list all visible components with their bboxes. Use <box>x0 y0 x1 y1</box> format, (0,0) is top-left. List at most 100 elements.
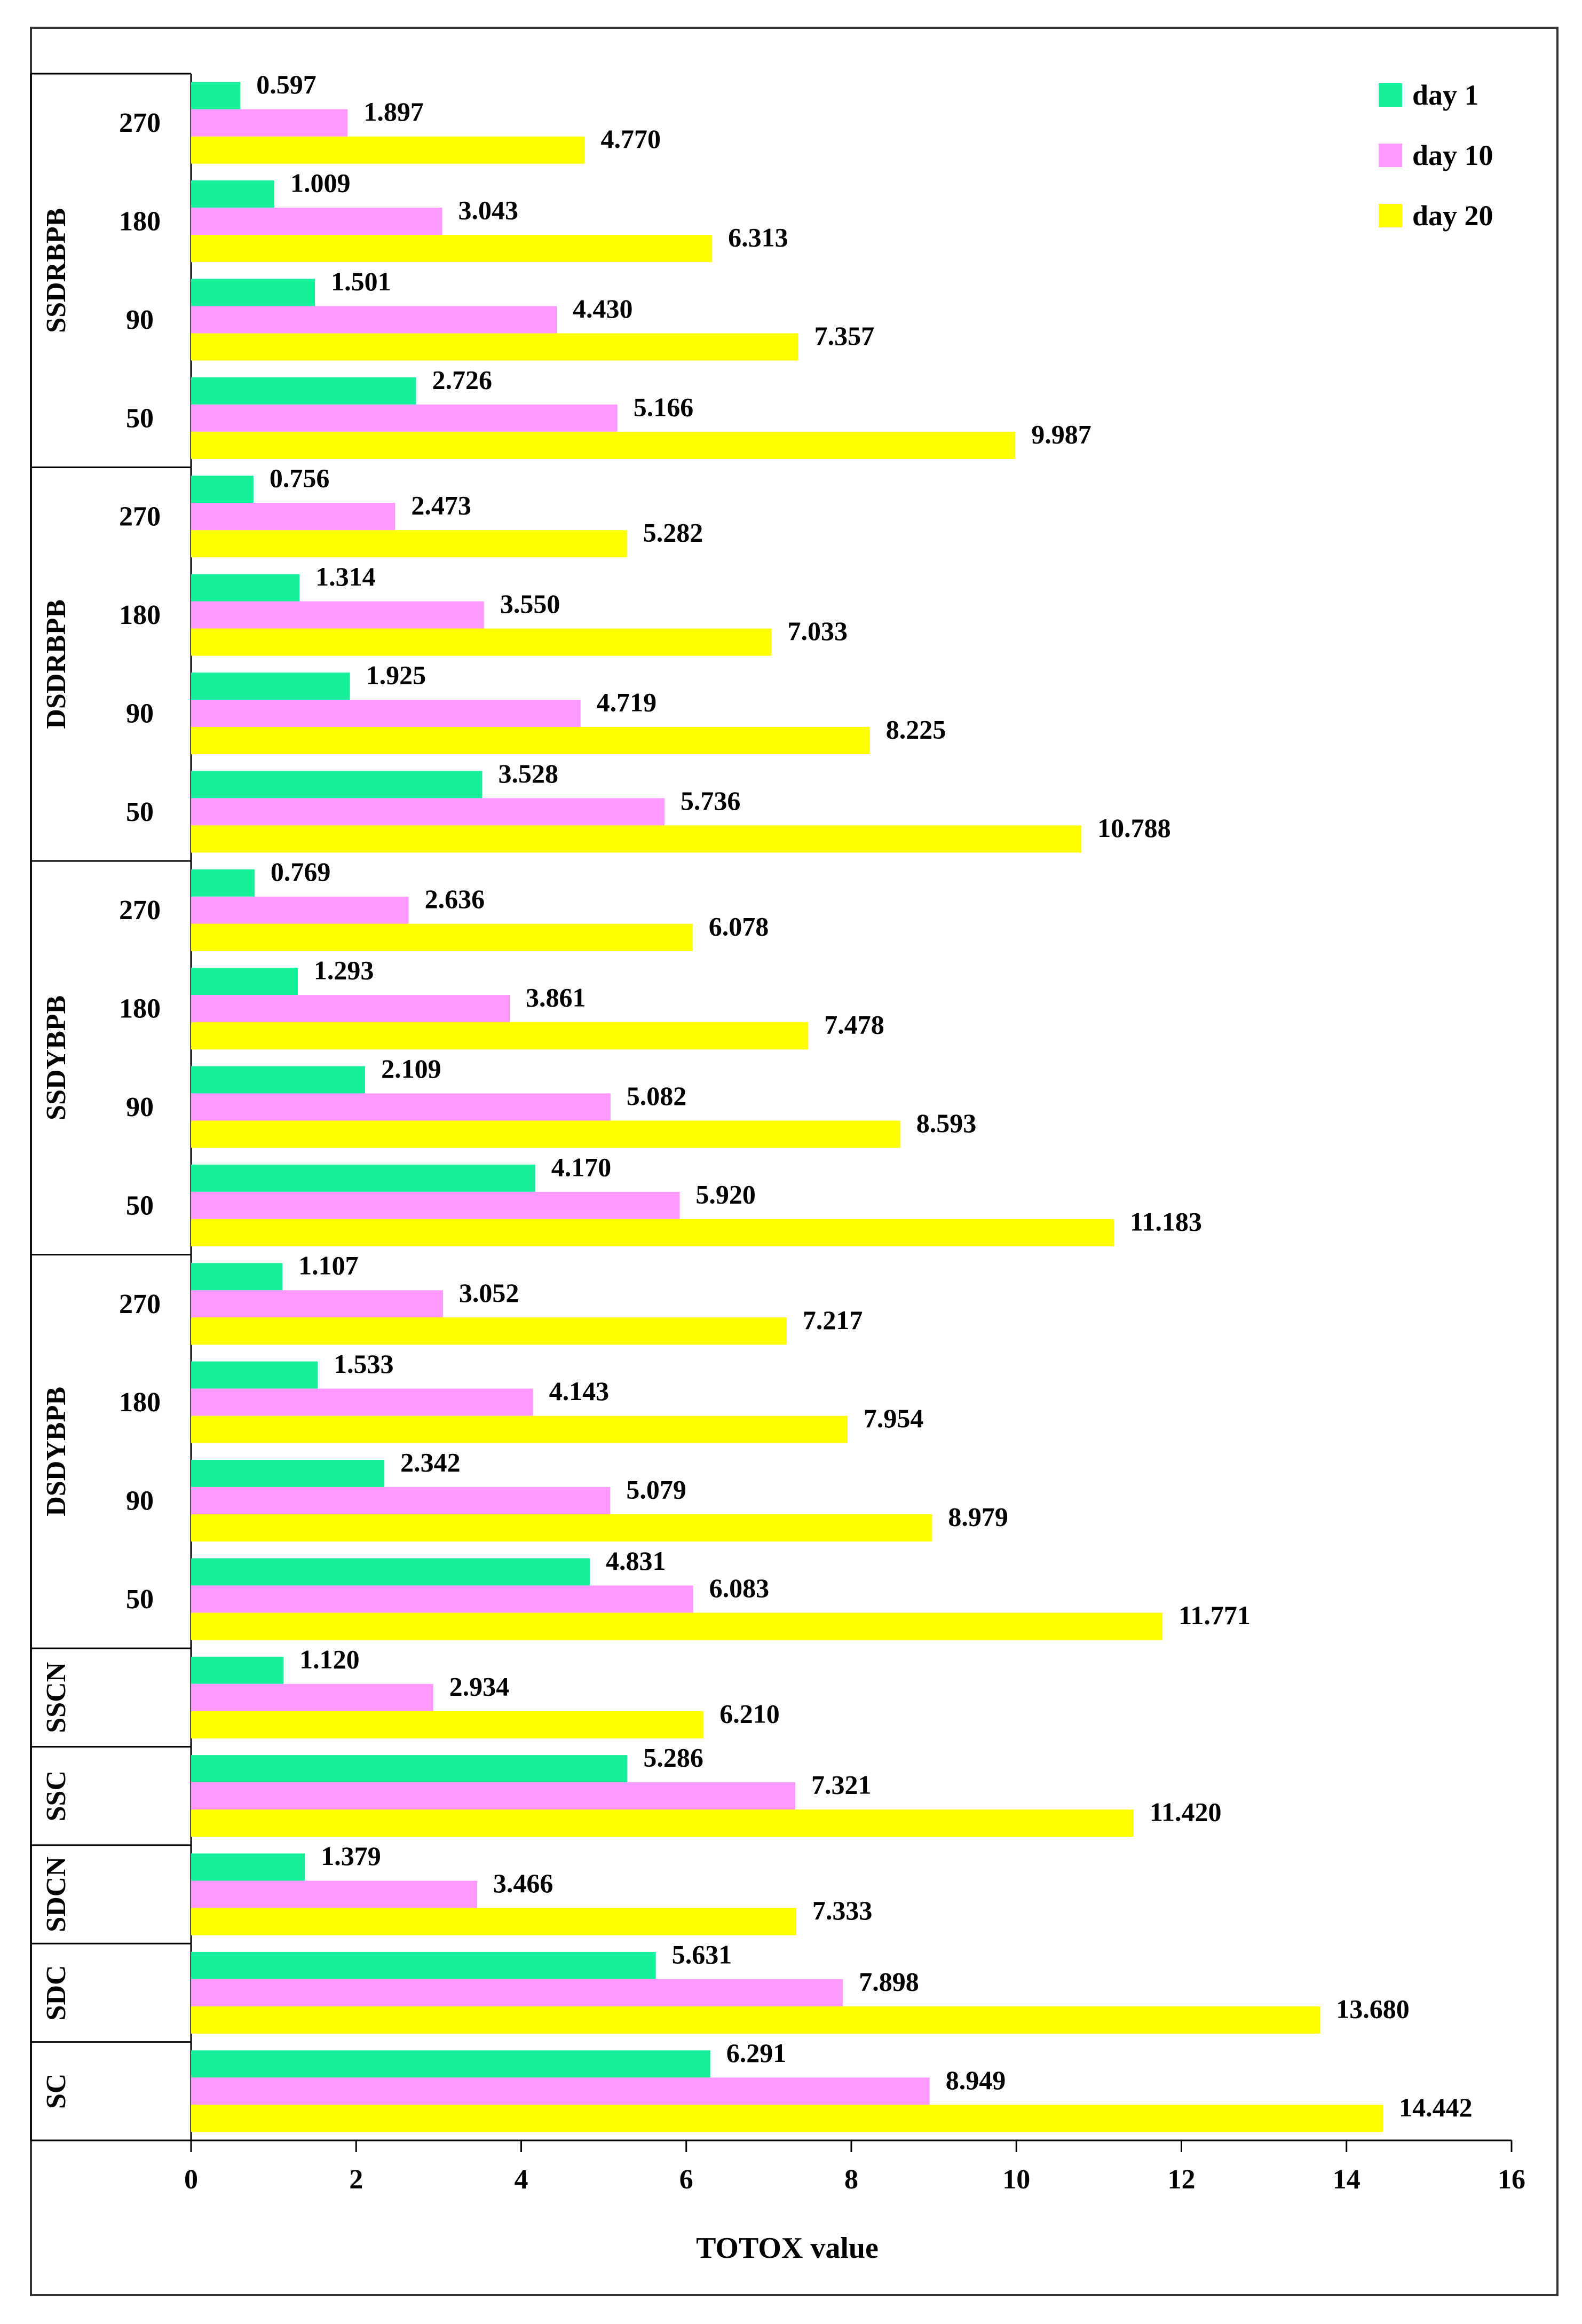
value-label: 11.420 <box>1150 1797 1222 1827</box>
value-label: 7.321 <box>811 1770 872 1800</box>
bar-sdcn-day10 <box>191 1880 477 1908</box>
value-label: 5.082 <box>627 1081 687 1111</box>
group-label: DSDRBPB <box>41 599 72 729</box>
bar-ssdrbpb-90-day1 <box>191 279 315 306</box>
value-label: 13.680 <box>1336 1994 1410 2023</box>
value-label: 1.533 <box>334 1349 394 1379</box>
value-label: 3.528 <box>499 758 559 788</box>
row-label: 270 <box>119 502 161 532</box>
value-label: 7.954 <box>864 1403 924 1433</box>
value-label: 8.979 <box>948 1502 1008 1532</box>
x-tick-label: 4 <box>515 2164 528 2195</box>
value-label: 4.719 <box>597 687 657 717</box>
value-label: 14.442 <box>1399 2092 1473 2122</box>
bar-dsdrbpb-50-day20 <box>191 825 1082 853</box>
bar-ssdrbpb-50-day1 <box>191 377 416 405</box>
row-label: 90 <box>126 698 154 729</box>
value-label: 6.083 <box>709 1573 770 1603</box>
bar-dsdrbpb-270-day10 <box>191 503 396 531</box>
x-tick-label: 10 <box>1002 2164 1030 2195</box>
value-label: 5.282 <box>643 518 703 548</box>
legend-label: day 1 <box>1412 79 1479 111</box>
value-label: 1.120 <box>299 1644 360 1674</box>
bar-dsdybpb-270-day20 <box>191 1317 787 1345</box>
x-tick-label: 0 <box>184 2164 198 2195</box>
value-label: 1.107 <box>298 1251 359 1280</box>
group-label: DSDYBPB <box>41 1387 72 1516</box>
legend-label: day 20 <box>1412 200 1493 232</box>
bar-dsdybpb-270-day1 <box>191 1263 283 1291</box>
bar-ssc-day10 <box>191 1782 796 1810</box>
value-label: 2.636 <box>425 884 485 914</box>
bar-dsdrbpb-180-day20 <box>191 628 772 656</box>
bar-dsdybpb-50-day1 <box>191 1558 590 1586</box>
value-label: 1.293 <box>314 955 374 985</box>
x-tick-label: 8 <box>844 2164 858 2195</box>
value-label: 8.593 <box>916 1108 977 1138</box>
value-label: 8.949 <box>946 2065 1006 2095</box>
value-label: 4.170 <box>551 1152 612 1182</box>
bar-ssdrbpb-50-day20 <box>191 431 1016 459</box>
bar-dsdrbpb-50-day1 <box>191 771 482 799</box>
value-label: 7.478 <box>824 1010 884 1040</box>
value-label: 2.934 <box>449 1671 510 1701</box>
bar-dsdrbpb-180-day10 <box>191 601 484 629</box>
bar-dsdybpb-50-day10 <box>191 1585 693 1613</box>
bar-ssdrbpb-90-day20 <box>191 333 798 361</box>
bar-dsdybpb-180-day20 <box>191 1416 848 1443</box>
bar-sdc-day20 <box>191 2006 1320 2034</box>
value-label: 3.052 <box>459 1278 519 1308</box>
value-label: 7.898 <box>859 1966 919 1996</box>
bar-dsdybpb-50-day20 <box>191 1612 1163 1640</box>
bar-dsdybpb-90-day10 <box>191 1487 611 1515</box>
value-label: 9.987 <box>1031 419 1091 449</box>
row-label: 180 <box>119 994 161 1024</box>
bar-sdc-day10 <box>191 1979 843 2006</box>
value-label: 6.291 <box>726 2038 787 2068</box>
value-label: 6.313 <box>728 223 788 252</box>
group-label: SDC <box>41 1965 72 2020</box>
bar-ssdybpb-270-day10 <box>191 896 409 924</box>
value-label: 5.631 <box>672 1939 732 1969</box>
value-label: 11.183 <box>1130 1206 1202 1236</box>
bar-ssc-day20 <box>191 1809 1134 1837</box>
bar-dsdrbpb-90-day20 <box>191 726 870 754</box>
value-label: 1.379 <box>321 1841 381 1871</box>
row-label: 270 <box>119 895 161 926</box>
value-label: 2.109 <box>381 1054 441 1084</box>
group-label: SSCN <box>41 1662 72 1733</box>
bar-dsdrbpb-270-day1 <box>191 476 254 503</box>
row-label: 90 <box>126 1092 154 1123</box>
bars-layer <box>191 82 1383 2132</box>
legend-swatch-day20 <box>1379 204 1402 227</box>
legend-swatch-day1 <box>1379 83 1402 107</box>
value-label: 7.357 <box>814 321 875 351</box>
bar-ssdybpb-180-day10 <box>191 995 510 1023</box>
bar-ssdybpb-270-day1 <box>191 869 255 897</box>
bar-ssdybpb-180-day20 <box>191 1022 809 1050</box>
value-label: 7.033 <box>787 616 848 646</box>
legend-label: day 10 <box>1412 139 1493 171</box>
value-label: 6.210 <box>719 1698 780 1728</box>
bar-ssdrbpb-180-day20 <box>191 235 713 263</box>
legend-swatch-day10 <box>1379 144 1402 167</box>
bar-ssdrbpb-180-day1 <box>191 180 275 208</box>
x-axis-title: TOTOX value <box>696 2232 879 2265</box>
value-label: 4.430 <box>573 294 633 323</box>
x-tick-label: 12 <box>1168 2164 1196 2195</box>
value-label: 8.225 <box>886 714 946 744</box>
bar-dsdrbpb-90-day1 <box>191 672 350 700</box>
bar-ssdybpb-270-day20 <box>191 923 693 951</box>
value-label: 1.897 <box>363 97 424 127</box>
bar-dsdybpb-90-day20 <box>191 1514 932 1542</box>
value-label: 5.920 <box>695 1179 756 1209</box>
bar-ssdrbpb-270-day10 <box>191 109 348 137</box>
bar-ssdrbpb-50-day10 <box>191 404 618 432</box>
row-label: 180 <box>119 1387 161 1418</box>
value-label: 5.079 <box>626 1475 686 1505</box>
value-label: 5.736 <box>681 786 741 816</box>
bar-ssdybpb-90-day20 <box>191 1120 900 1148</box>
x-tick-label: 2 <box>349 2164 363 2195</box>
